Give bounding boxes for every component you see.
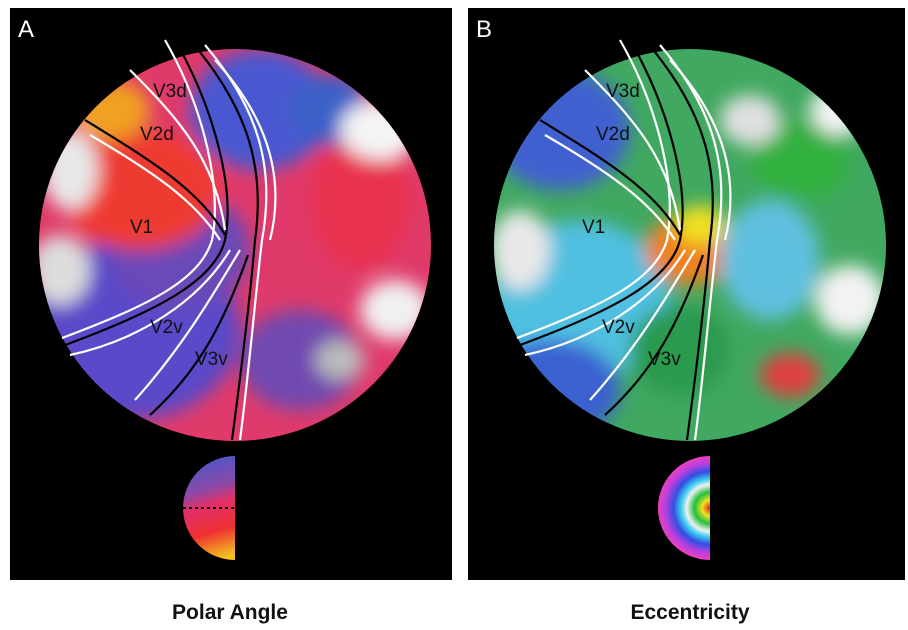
region-label: V1 [582,217,605,238]
region-label: V2d [596,124,630,145]
panel-label: A [18,16,34,43]
caption: Eccentricity [630,601,749,624]
region-label: V2d [140,124,174,145]
figure: A V3d V2d V1 V2v V3v Polar Angle B V3d V… [0,0,908,630]
region-label: V3v [648,349,681,370]
region-label: V2v [602,317,635,338]
region-label: V2v [150,317,183,338]
panel-label: B [476,16,492,43]
region-label: V3v [195,349,228,370]
region-label: V3d [153,81,187,102]
region-label: V1 [130,217,153,238]
caption: Polar Angle [172,601,288,624]
region-label: V3d [606,81,640,102]
